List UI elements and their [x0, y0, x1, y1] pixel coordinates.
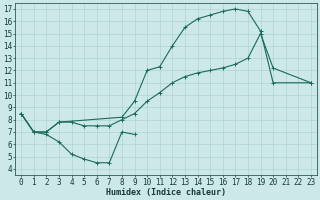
X-axis label: Humidex (Indice chaleur): Humidex (Indice chaleur) [106, 188, 226, 197]
